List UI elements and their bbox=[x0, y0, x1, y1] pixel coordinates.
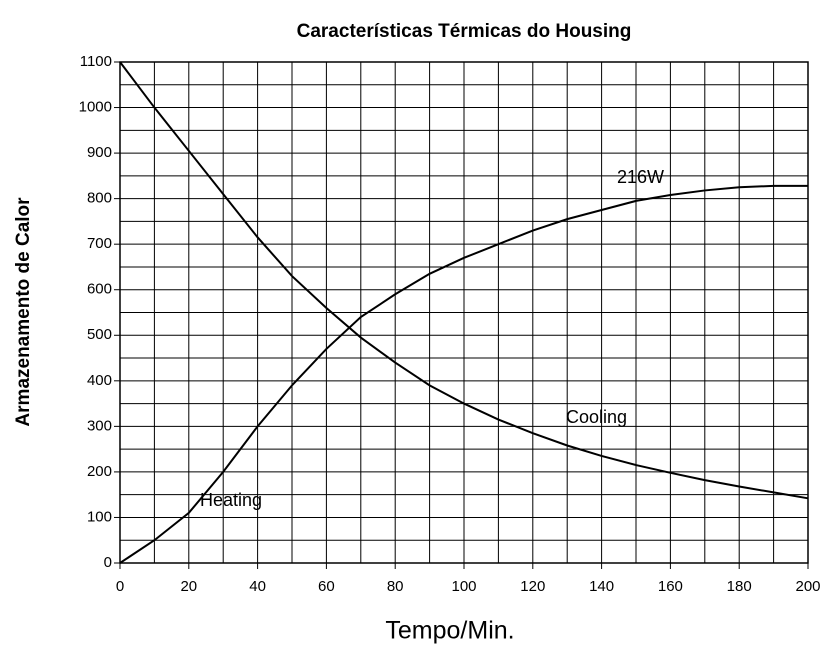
chart-title: Características Térmicas do Housing bbox=[297, 21, 632, 42]
series-line bbox=[119, 184, 808, 564]
x-tick-label: 100 bbox=[451, 578, 476, 595]
y-tick-label: 1000 bbox=[79, 99, 112, 116]
y-axis-label: Armazenamento de Calor bbox=[13, 197, 34, 427]
x-axis-label: Tempo/Min. bbox=[385, 617, 514, 645]
series-label: Heating bbox=[200, 490, 262, 510]
x-tick-label: 120 bbox=[520, 578, 545, 595]
x-tick-label: 60 bbox=[318, 578, 335, 595]
y-tick-label: 0 bbox=[104, 554, 112, 571]
x-tick-label: 140 bbox=[589, 578, 614, 595]
y-tick-label: 600 bbox=[87, 281, 112, 298]
series-label: Cooling bbox=[566, 407, 627, 427]
y-tick-label: 800 bbox=[87, 190, 112, 207]
y-tick-label: 300 bbox=[87, 417, 112, 434]
x-tick-label: 20 bbox=[180, 578, 197, 595]
plot-frame bbox=[119, 61, 809, 564]
x-tick-label: 80 bbox=[387, 578, 404, 595]
y-tick-label: 900 bbox=[87, 144, 112, 161]
series-line bbox=[119, 61, 809, 500]
x-tick-label: 40 bbox=[249, 578, 266, 595]
x-tick-label: 180 bbox=[727, 578, 752, 595]
y-tick-label: 700 bbox=[87, 235, 112, 252]
y-tick-label: 500 bbox=[87, 326, 112, 343]
y-tick-label: 100 bbox=[87, 508, 112, 525]
annotation: 216W bbox=[617, 167, 664, 187]
y-tick-label: 400 bbox=[87, 372, 112, 389]
x-tick-label: 160 bbox=[658, 578, 683, 595]
x-tick-label: 0 bbox=[116, 578, 124, 595]
y-tick-label: 1100 bbox=[80, 53, 112, 70]
x-tick-label: 200 bbox=[795, 578, 820, 595]
y-tick-label: 200 bbox=[87, 463, 112, 480]
